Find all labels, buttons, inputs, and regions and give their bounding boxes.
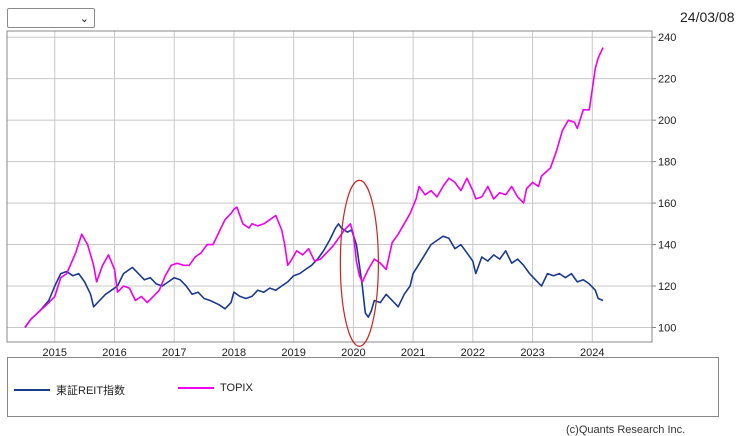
x-axis-ticks: 2015 2016 2017 2018 2019 2020 2021 2022 2023 2024 [43, 347, 605, 356]
y-tick-label: 180 [658, 157, 676, 169]
x-tick-label: 2023 [520, 347, 544, 356]
line-chart: 2015 2016 2017 2018 2019 2020 2021 2022 2023 2024… [6, 30, 676, 356]
y-tick-label: 200 [658, 115, 676, 127]
y-tick-label: 100 [658, 322, 676, 334]
x-tick-label: 2024 [580, 347, 604, 356]
x-tick-label: 2021 [401, 347, 425, 356]
x-tick-label: 2016 [102, 347, 126, 356]
legend-label-reit: 東証REIT指数 [56, 385, 126, 397]
copyright: (c)Quants Research Inc. [566, 424, 686, 436]
legend-label-topix: TOPIX [220, 382, 253, 394]
date-label: 24/03/08 [680, 9, 735, 25]
legend-item-topix: TOPIX [178, 382, 253, 394]
plot-border [6, 30, 653, 343]
x-tick-label: 2020 [341, 347, 365, 356]
y-tick-label: 160 [658, 198, 676, 210]
chart-grid [7, 31, 652, 342]
legend-swatch-reit [14, 389, 50, 391]
x-tick-label: 2019 [281, 347, 305, 356]
y-tick-label: 240 [658, 32, 676, 44]
legend: 東証REIT指数 TOPIX [7, 357, 719, 417]
x-tick-label: 2015 [43, 347, 67, 356]
x-tick-label: 2018 [222, 347, 246, 356]
x-tick-label: 2017 [162, 347, 186, 356]
y-tick-label: 140 [658, 240, 676, 252]
crash-highlight-ellipse [339, 179, 379, 347]
x-tick-label: 2022 [461, 347, 485, 356]
y-tick-label: 220 [658, 74, 676, 86]
legend-item-reit: 東証REIT指数 [14, 382, 125, 398]
range-select[interactable]: ⌄ [7, 8, 95, 28]
series-line-reit [24, 223, 604, 328]
y-axis-ticks: 100 120 140 160 180 200 220 240 [652, 32, 676, 334]
y-tick-label: 120 [658, 281, 676, 293]
legend-swatch-topix [178, 387, 214, 389]
chevron-down-icon: ⌄ [79, 13, 89, 25]
series-line-topix [24, 47, 604, 328]
series-group [24, 47, 604, 328]
